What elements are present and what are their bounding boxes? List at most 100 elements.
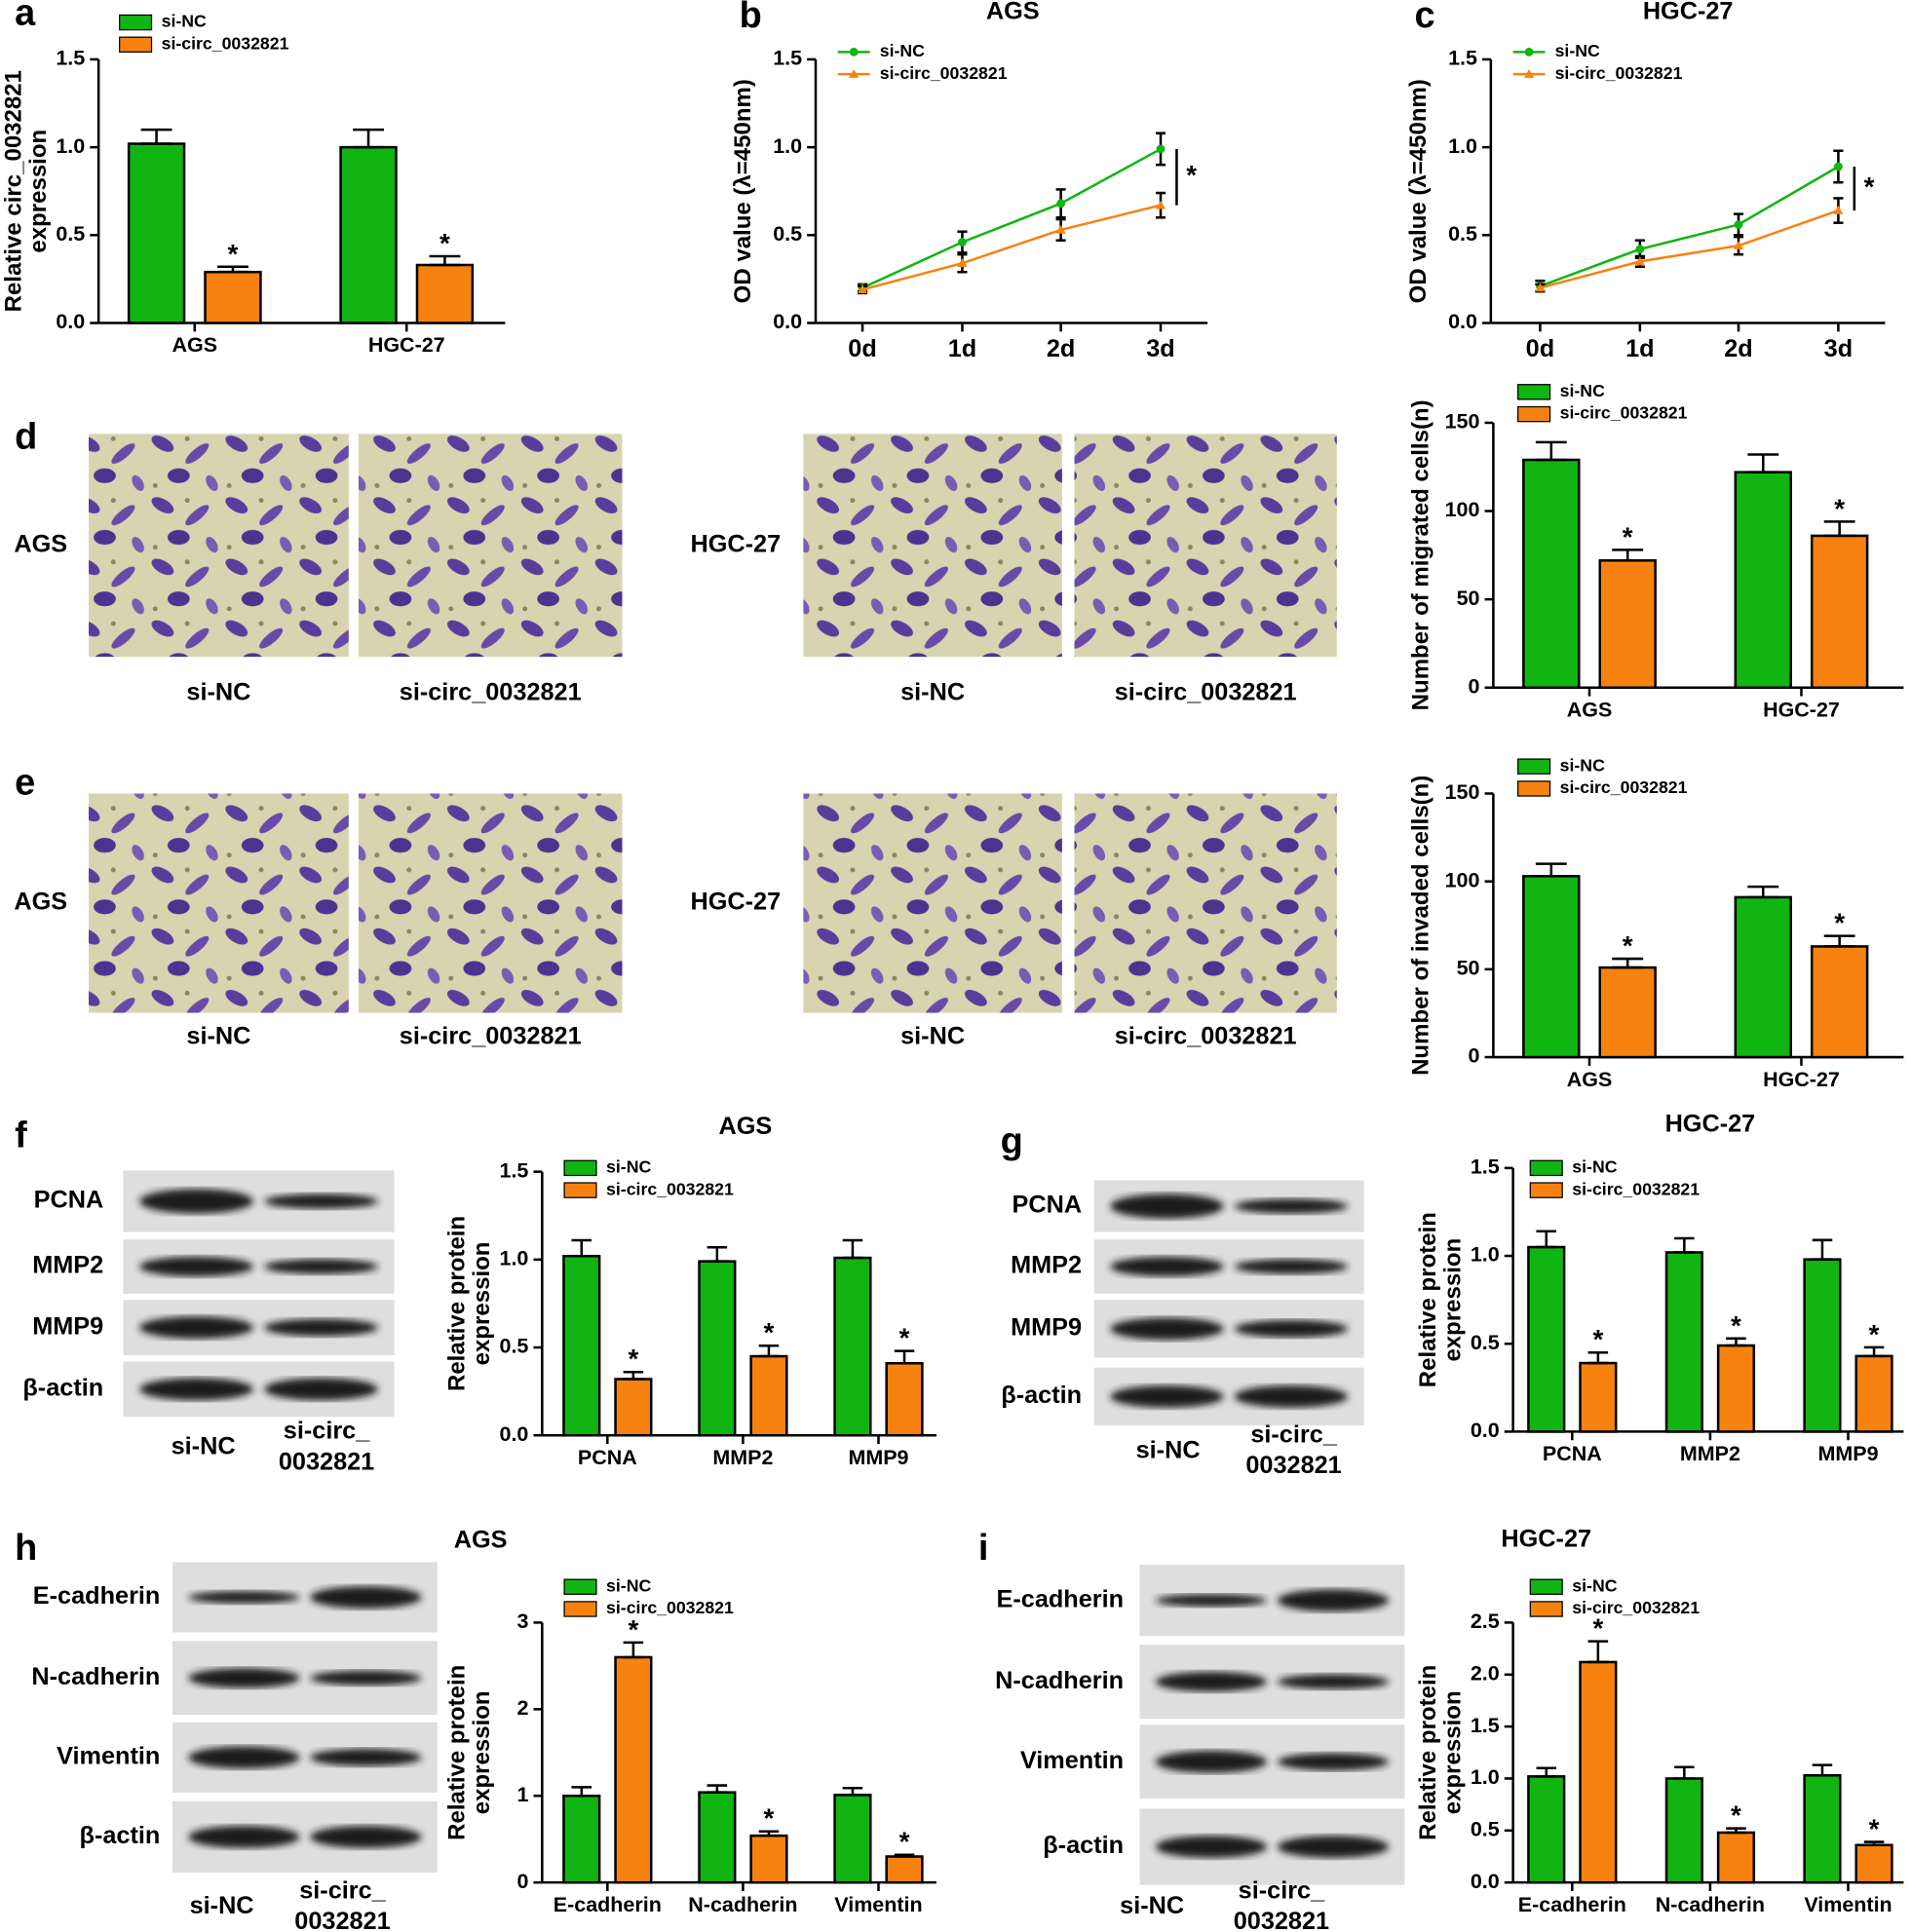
bar (1579, 1361, 1618, 1433)
bar (698, 1791, 737, 1884)
blot-band (1234, 1198, 1349, 1214)
y-axis-label: Number of invaded cells(n) (1407, 776, 1433, 1076)
y-tick-label: 100 (1445, 498, 1480, 521)
y-tick-label: 0.5 (773, 222, 802, 246)
blot-band (1155, 1671, 1268, 1692)
blot-column-label: 0032821 (1234, 1908, 1329, 1932)
data-point (1055, 224, 1066, 234)
blot-column-label: si-NC (1120, 1892, 1184, 1919)
image-column-label: si-NC (900, 1023, 965, 1050)
blot-row-label: Vimentin (1020, 1747, 1124, 1774)
image-column-label: si-NC (900, 679, 965, 706)
panel-letter: a (15, 0, 36, 33)
significance-label: * (1592, 1613, 1603, 1644)
blot-column-label: si-circ_ (299, 1876, 386, 1904)
y-axis-label: OD value (λ=450nm) (1405, 79, 1432, 303)
significance-label: * (228, 239, 239, 269)
legend-label: si-circ_0032821 (606, 1179, 734, 1198)
chart-title: HGC-27 (1643, 0, 1734, 25)
data-point (958, 238, 967, 246)
legend-swatch (1529, 1182, 1563, 1198)
blot-band (264, 1318, 378, 1337)
y-tick-label: 0.5 (500, 1335, 529, 1358)
significance-label: * (628, 1614, 638, 1645)
blot-band (1155, 1594, 1268, 1607)
bar (885, 1855, 924, 1884)
y-axis-label: expression (1439, 1238, 1466, 1362)
bar (562, 1254, 601, 1437)
bar (614, 1655, 653, 1884)
image-row-label: AGS (14, 530, 67, 557)
panel-letter: g (1001, 1121, 1023, 1162)
y-tick-label: 1.0 (1471, 1765, 1500, 1789)
data-point (1635, 245, 1645, 254)
y-axis-label: expression (1439, 1690, 1466, 1814)
data-point (1535, 283, 1546, 292)
legend-label: si-NC (880, 41, 925, 60)
legend-label: si-NC (1560, 755, 1605, 775)
bar (698, 1260, 737, 1437)
y-tick-label: 0.5 (1448, 222, 1477, 246)
significance-label: * (899, 1323, 910, 1353)
bar (833, 1794, 872, 1884)
y-tick-label: 0 (1469, 1044, 1480, 1068)
image-row-label: HGC-27 (690, 889, 781, 916)
x-tick-label: HGC-27 (1763, 698, 1840, 721)
legend-label: si-circ_0032821 (1572, 1598, 1700, 1617)
bar (1598, 559, 1657, 690)
x-tick-label: MMP9 (1817, 1442, 1878, 1465)
image-column-label: si-NC (186, 1023, 250, 1050)
data-point (957, 258, 968, 267)
blot-band (1277, 1836, 1390, 1858)
x-tick-label: 2d (1724, 335, 1753, 362)
chart-title: AGS (719, 1113, 773, 1140)
y-tick-label: 0 (1469, 674, 1480, 698)
data-point (1156, 144, 1166, 154)
y-axis-label: Relative protein (1415, 1212, 1441, 1387)
x-tick-label: MMP9 (848, 1446, 908, 1469)
blot-band (188, 1826, 300, 1848)
bar (1810, 534, 1869, 690)
significance-label: * (1834, 908, 1845, 938)
y-tick-label: 1.5 (773, 47, 802, 70)
y-tick-label: 100 (1445, 868, 1480, 891)
blot-row-label: β-actin (22, 1374, 103, 1401)
blot-row-label: Vimentin (57, 1743, 160, 1770)
blot-band (188, 1668, 300, 1688)
x-tick-label: 0d (848, 335, 877, 362)
legend-label: si-NC (162, 12, 207, 31)
legend-swatch (1517, 405, 1551, 423)
chart-title: AGS (454, 1527, 508, 1554)
data-point (1634, 256, 1645, 266)
y-tick-label: 150 (1445, 780, 1480, 804)
y-axis-label: expression (25, 130, 52, 253)
blot-row-label: MMP9 (1011, 1314, 1082, 1342)
blot-row-label: PCNA (1013, 1192, 1083, 1219)
blot-band (1234, 1385, 1349, 1408)
blot-row-label: β-actin (1001, 1382, 1082, 1409)
legend-label: si-circ_0032821 (1572, 1179, 1700, 1198)
x-tick-label: AGS (1567, 1068, 1613, 1091)
micrograph (1074, 793, 1337, 1013)
data-point (1734, 220, 1743, 229)
blot-band (1277, 1753, 1390, 1771)
y-tick-label: 0.0 (1471, 1419, 1500, 1442)
y-tick-label: 0.5 (1471, 1817, 1500, 1840)
blot-band (139, 1316, 253, 1339)
x-tick-label: AGS (172, 333, 217, 357)
y-axis-label: expression (469, 1242, 495, 1366)
x-tick-label: Vimentin (1804, 1893, 1892, 1916)
blot-column-label: si-circ_ (1239, 1876, 1325, 1904)
y-tick-label: 2.0 (1471, 1661, 1500, 1685)
legend-swatch (1517, 758, 1551, 775)
data-point (1056, 199, 1066, 208)
blot-column-label: 0032821 (1245, 1452, 1341, 1479)
bar (1803, 1258, 1842, 1433)
blot-band (188, 1591, 300, 1604)
blot-band (139, 1256, 253, 1277)
bar (1716, 1831, 1756, 1884)
blot-band (310, 1586, 422, 1609)
blot-row-label: E-cadherin (33, 1582, 161, 1610)
legend-swatch (1517, 384, 1551, 400)
x-tick-label: PCNA (578, 1446, 637, 1469)
